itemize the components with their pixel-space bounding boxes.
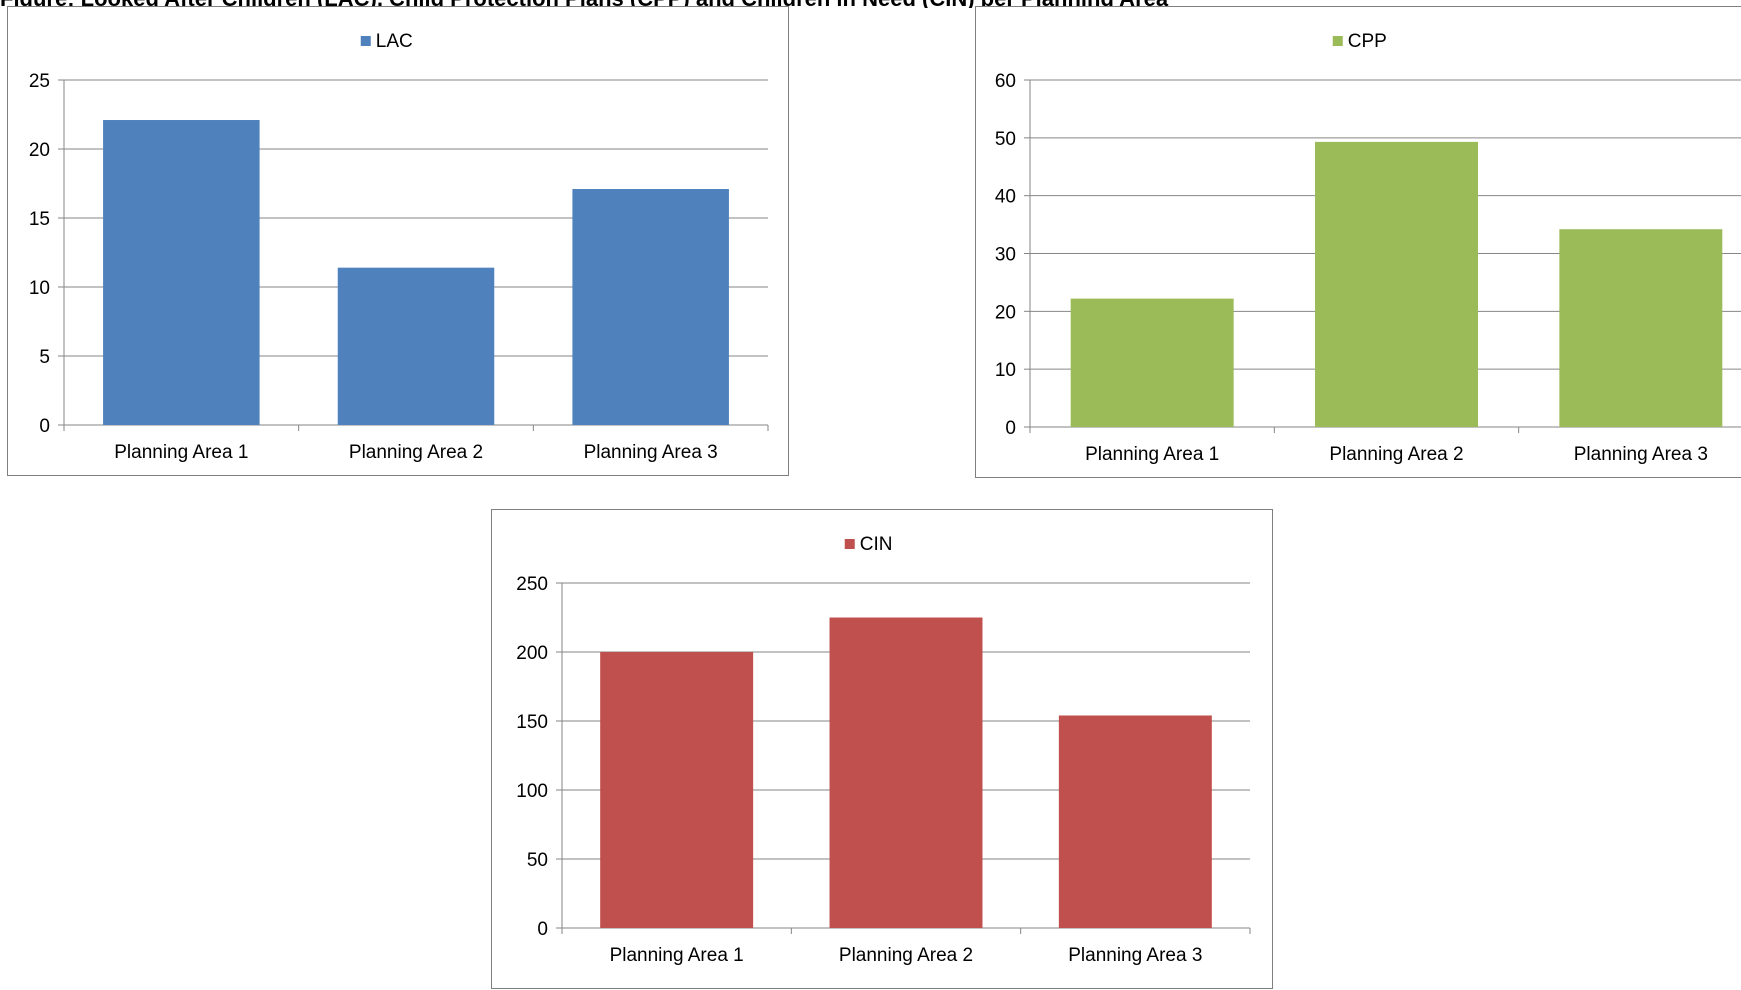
x-tick-label: Planning Area 3 [584,442,718,463]
y-tick-label: 40 [995,187,1016,208]
y-tick-label: 100 [516,781,548,802]
y-tick-label: 200 [516,643,548,664]
chart-svg: 0 10 20 30 40 50 60 Planning Area 1 Planning Are… [995,31,1741,465]
legend-swatch [1332,36,1343,46]
bar-cin [829,617,983,928]
y-tick-label: 5 [39,347,50,368]
legend-label: CIN [860,534,893,555]
y-tick-label: 15 [29,209,50,230]
y-tick-label: 0 [39,416,50,437]
legend-swatch [844,539,855,549]
bar-lac [337,267,495,425]
y-tick-label: 20 [995,302,1016,323]
legend-swatch [360,36,371,46]
lac-chart: 0 5 10 15 20 25 Planning Area 1 Planning Area 2… [7,6,789,476]
x-tick-label: Planning Area 1 [114,442,248,463]
cpp-chart: 0 10 20 30 40 50 60 Planning Area 1 Planning Are… [975,6,1741,478]
bar-cin [1058,715,1212,928]
chart-svg: 0 50 100 150 200 250 Planning Area 1 Planning A… [516,534,1251,966]
figure-caption: Figure: Looked After Children (LAC), Chi… [0,0,1741,8]
x-tick-label: Planning Area 3 [1068,945,1202,966]
bar-cpp [1070,298,1234,427]
x-tick-label: Planning Area 2 [1329,444,1463,465]
y-tick-label: 30 [995,245,1016,266]
cin-chart: 0 50 100 150 200 250 Planning Area 1 Planning A… [491,509,1273,989]
x-tick-label: Planning Area 2 [839,945,973,966]
bar-lac [572,189,729,425]
x-tick-label: Planning Area 1 [1085,444,1219,465]
chart-svg: 0 5 10 15 20 25 Planning Area 1 Planning Area 2… [29,31,769,463]
y-tick-label: 20 [29,140,50,161]
x-tick-label: Planning Area 1 [610,945,744,966]
y-tick-label: 25 [29,71,50,92]
legend-label: LAC [376,31,413,52]
y-tick-label: 60 [995,71,1016,92]
y-tick-label: 10 [29,278,50,299]
y-tick-label: 150 [516,712,548,733]
bar-cpp [1315,141,1478,428]
y-tick-label: 0 [537,919,548,940]
legend-label: CPP [1348,31,1387,52]
y-tick-label: 0 [1005,418,1016,439]
y-tick-label: 50 [995,129,1016,150]
x-tick-label: Planning Area 3 [1574,444,1708,465]
y-tick-label: 250 [516,574,548,595]
y-tick-label: 50 [527,850,548,871]
bar-cin [600,652,754,928]
bar-cpp [1559,229,1723,427]
x-tick-label: Planning Area 2 [349,442,483,463]
bar-lac [103,120,260,426]
y-tick-label: 10 [995,360,1016,381]
